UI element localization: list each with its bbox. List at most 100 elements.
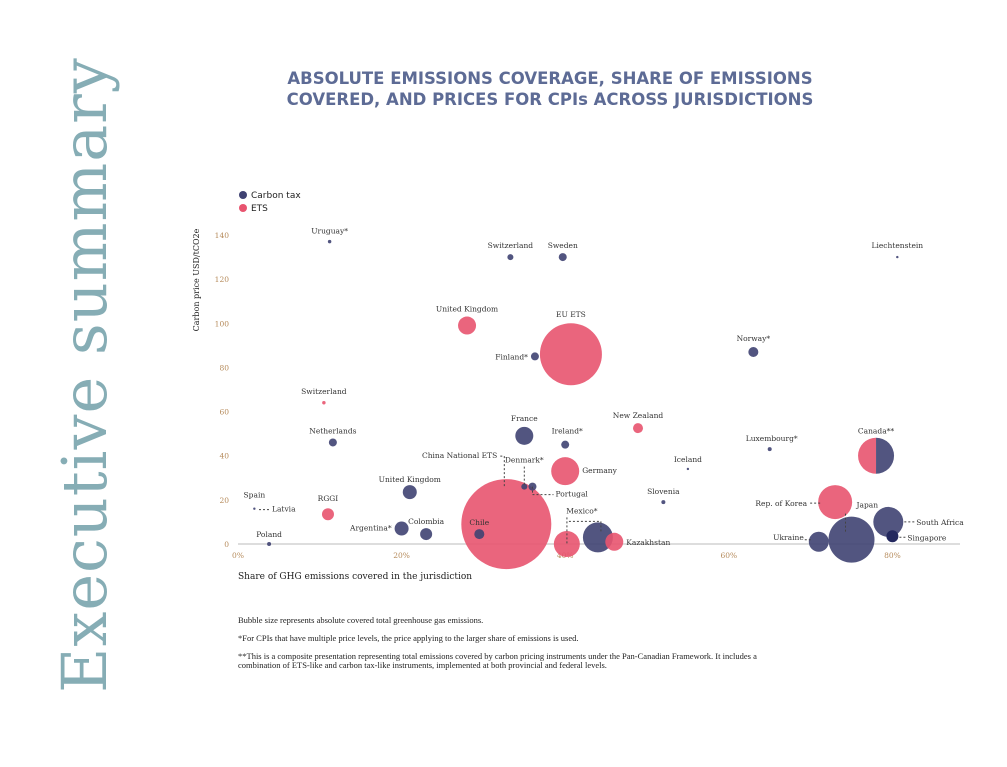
bubble-sweden: [558, 253, 567, 262]
y-tick-label: 0: [224, 540, 229, 549]
data-label: Iceland: [674, 455, 702, 464]
bubble-norway-: [748, 346, 759, 357]
data-label: Norway*: [737, 334, 771, 343]
data-label: Argentina*: [349, 524, 392, 533]
data-label: Canada**: [858, 427, 895, 436]
bubble-netherlands: [328, 438, 337, 447]
bubble-poland: [267, 542, 272, 546]
y-tick-label: 120: [215, 275, 230, 284]
bubble-unlabeled: [553, 531, 580, 557]
data-label: Latvia: [272, 505, 296, 514]
footnotes: Bubble size represents absolute covered …: [238, 616, 798, 679]
data-label: Slovenia: [647, 487, 680, 496]
bubble-france: [515, 426, 534, 445]
x-tick-label: 80%: [884, 551, 901, 560]
bubble-china-national-ets: [461, 479, 552, 570]
bubble-switzerland: [322, 401, 326, 405]
legend-marker-ets: [239, 204, 247, 212]
bubble-germany: [551, 457, 580, 486]
data-label: United Kingdom: [379, 475, 441, 484]
x-axis-label: Share of GHG emissions covered in the ju…: [238, 572, 472, 582]
data-label: Ireland*: [552, 427, 583, 436]
y-axis-label: Carbon price USD/tCO2e: [192, 228, 201, 331]
data-label: Chile: [469, 518, 489, 527]
bubble-japan: [828, 516, 875, 563]
bubble-argentina-: [394, 521, 409, 536]
data-label: RGGI: [318, 494, 339, 503]
bubble-finland-: [530, 352, 539, 361]
leader-line: [566, 517, 602, 545]
bubble-ukraine: [808, 531, 829, 552]
bubble-canada-ets: [858, 437, 877, 474]
footnote-bubble-size: Bubble size represents absolute covered …: [238, 615, 484, 625]
bubble-singapore: [886, 530, 899, 543]
data-label: New Zealand: [613, 411, 664, 420]
bubble-switzerland: [507, 254, 514, 261]
data-label: Poland: [256, 530, 282, 539]
data-label: EU ETS: [556, 310, 586, 319]
bubble-south-africa: [873, 506, 904, 537]
data-label: Spain: [244, 491, 266, 500]
bubble-colombia: [420, 528, 433, 541]
y-tick-label: 20: [219, 496, 229, 505]
bubble-new-zealand: [633, 423, 644, 434]
data-label: Uruguay*: [311, 227, 348, 236]
bubble-mexico-: [582, 522, 613, 553]
data-label: Japan: [856, 501, 879, 510]
y-tick-label: 60: [219, 408, 229, 417]
data-label: Luxembourg*: [746, 434, 798, 443]
data-label: Ukraine: [773, 533, 804, 542]
bubble-spain: [253, 507, 256, 510]
chart-title-line-2: COVERED, AND PRICES FOR CPIs ACROSS JURI…: [286, 90, 814, 109]
data-label: China National ETS: [422, 451, 497, 460]
data-label: France: [511, 414, 538, 423]
bubble-rep-of-korea: [818, 485, 853, 520]
bubble-slovenia: [661, 500, 666, 505]
chart-title: ABSOLUTE EMISSIONS COVERAGE, SHARE OF EM…: [240, 68, 860, 110]
data-label: Sweden: [548, 241, 578, 250]
data-label: Rep. of Korea: [755, 499, 807, 508]
bubble-kazakhstan: [605, 532, 624, 551]
leader-line: [500, 455, 505, 487]
y-tick-label: 100: [215, 319, 230, 328]
footnote-double-star: **This is a composite presentation repre…: [238, 651, 757, 670]
data-label: Kazakhstan: [626, 538, 670, 547]
data-label: Switzerland: [488, 241, 534, 250]
bubble-united-kingdom: [458, 316, 477, 335]
data-label: United Kingdom: [436, 305, 498, 314]
bubble-iceland: [686, 467, 690, 471]
data-label: Liechtenstein: [871, 241, 923, 250]
data-label: Denmark*: [505, 456, 544, 465]
y-tick-label: 140: [215, 231, 230, 240]
y-tick-label: 40: [219, 452, 229, 461]
x-tick-label: 60%: [720, 551, 737, 560]
bubble-denmark-: [521, 483, 528, 490]
leader-line: [531, 486, 554, 496]
footnote-star: *For CPIs that have multiple price level…: [238, 633, 579, 643]
data-label: Finland*: [495, 352, 528, 361]
data-label: Netherlands: [309, 426, 356, 435]
bubble-uruguay-: [327, 239, 332, 244]
bubble-ireland-: [561, 440, 570, 449]
bubble-united-kingdom: [402, 485, 417, 500]
x-tick-label: 20%: [393, 551, 410, 560]
bubble-canada-tax: [876, 437, 895, 474]
chart-title-line-1: ABSOLUTE EMISSIONS COVERAGE, SHARE OF EM…: [287, 69, 813, 88]
data-label: South Africa: [916, 518, 964, 527]
bubble-eu-ets: [539, 323, 602, 386]
bubble-chile: [474, 529, 485, 540]
bubble-luxembourg-: [767, 447, 772, 452]
y-tick-label: 80: [219, 363, 229, 372]
data-label: Mexico*: [566, 506, 597, 515]
data-label: Colombia: [408, 517, 444, 526]
bubble-rggi: [321, 508, 334, 521]
data-label: Portugal: [555, 490, 588, 499]
data-label: Switzerland: [301, 387, 347, 396]
legend-marker-tax: [239, 191, 247, 199]
data-label: Singapore: [907, 533, 947, 542]
x-tick-label: 0%: [232, 551, 244, 560]
bubble-liechtenstein: [896, 255, 899, 259]
data-label: Germany: [582, 466, 617, 475]
legend-label-ets: ETS: [251, 204, 268, 214]
